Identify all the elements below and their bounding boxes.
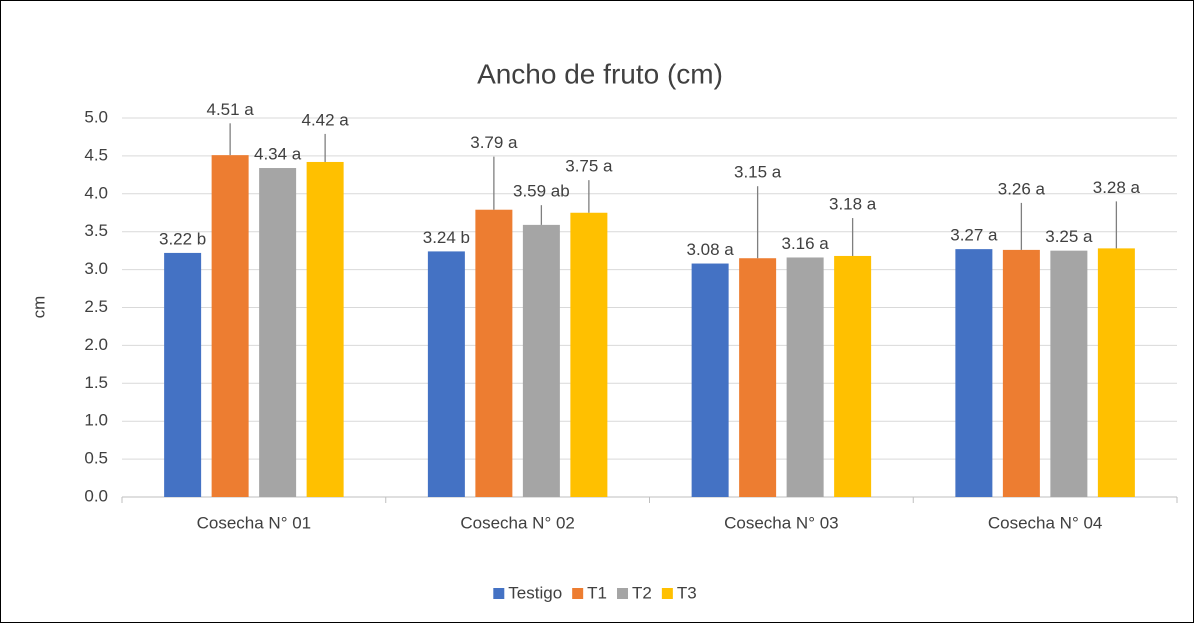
legend-label: T1 (587, 583, 607, 602)
y-tick-label: 2.0 (84, 335, 108, 354)
bar (691, 263, 729, 497)
bar (522, 224, 560, 498)
bar (306, 161, 344, 498)
x-tick-label: Cosecha N° 02 (460, 513, 575, 532)
bar (164, 252, 202, 497)
data-label: 4.42 a (301, 110, 349, 129)
legend-label: T2 (632, 583, 652, 602)
bar (739, 258, 777, 497)
y-tick-label: 3.0 (84, 259, 108, 278)
bar (211, 155, 249, 497)
y-tick-label: 2.5 (84, 297, 108, 316)
data-label: 3.08 a (686, 240, 734, 259)
data-label: 3.15 a (734, 163, 782, 182)
data-label: 3.24 b (423, 228, 470, 247)
data-label: 3.28 a (1093, 178, 1141, 197)
bar (570, 212, 608, 497)
y-tick-label: 4.5 (84, 145, 108, 164)
legend-swatch (572, 588, 584, 599)
x-tick-label: Cosecha N° 01 (197, 513, 312, 532)
data-label: 3.16 a (781, 234, 829, 253)
data-label: 3.75 a (565, 157, 613, 176)
legend-swatch (661, 588, 673, 599)
bar (955, 249, 993, 497)
y-tick-label: 5.0 (84, 107, 108, 126)
x-tick-label: Cosecha N° 03 (724, 513, 839, 532)
legend-swatch (493, 588, 505, 599)
bar (1097, 248, 1135, 497)
bar (1002, 249, 1040, 497)
chart-title: Ancho de fruto (cm) (477, 58, 723, 89)
bar (1050, 250, 1088, 497)
y-axis-label: cm (29, 296, 48, 319)
bar (834, 255, 872, 497)
legend-label: T3 (677, 583, 697, 602)
data-label: 3.27 a (950, 226, 998, 245)
legend-swatch (617, 588, 629, 599)
data-label: 4.51 a (206, 100, 254, 119)
data-label: 3.59 ab (513, 182, 570, 201)
data-label: 3.22 b (159, 229, 206, 248)
y-tick-label: 4.0 (84, 183, 108, 202)
y-tick-label: 0.5 (84, 449, 108, 468)
y-tick-label: 0.0 (84, 486, 108, 505)
data-label: 4.34 a (254, 145, 302, 164)
bar (259, 168, 297, 497)
y-tick-label: 1.5 (84, 373, 108, 392)
data-label: 3.79 a (470, 133, 518, 152)
data-label: 3.18 a (829, 195, 877, 214)
bar (475, 209, 513, 497)
legend-label: Testigo (508, 583, 562, 602)
x-tick-label: Cosecha N° 04 (988, 513, 1103, 532)
bar (427, 251, 465, 497)
data-label: 3.25 a (1045, 227, 1093, 246)
data-label: 3.26 a (998, 179, 1046, 198)
y-tick-label: 3.5 (84, 221, 108, 240)
bar (786, 257, 824, 497)
y-tick-label: 1.0 (84, 411, 108, 430)
